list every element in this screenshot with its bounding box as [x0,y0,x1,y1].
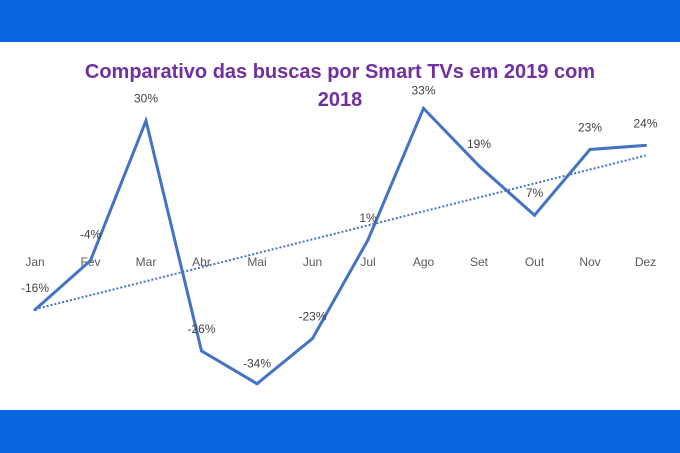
x-tick-label: Nov [579,255,600,269]
data-label: 19% [467,137,491,151]
x-tick-label: Mai [247,255,266,269]
chart-title: Comparativo das buscas por Smart TVs em … [84,61,596,111]
data-label: 7% [526,186,544,200]
series-line [34,105,646,386]
data-label: 30% [134,92,158,106]
data-point [255,382,259,386]
data-point [422,106,425,110]
top-frame-bar [0,0,680,42]
trendline [34,154,646,311]
data-label: 33% [411,83,435,97]
x-tick-label: Abr [192,255,211,269]
x-tick-label: Mar [136,255,157,269]
x-tick-label: Set [470,255,489,269]
data-point [588,147,592,151]
data-label: -4% [80,227,102,241]
data-label: -34% [243,357,271,371]
data-label: 1% [359,211,377,225]
data-point [366,238,370,242]
data-point [200,349,203,353]
x-tick-label: Jan [25,255,44,269]
data-point [89,258,92,262]
data-point [533,213,536,217]
bottom-frame-bar [0,410,680,453]
data-label: -16% [21,281,49,295]
data-label: 23% [578,120,602,134]
data-point [33,308,37,312]
x-tick-label: Out [525,255,545,269]
data-label: 24% [633,116,657,130]
x-tick-label: Jul [360,255,375,269]
data-label: -26% [187,322,215,336]
data-point [311,337,314,341]
data-label: -23% [298,310,326,324]
x-tick-label: Jun [303,255,322,269]
data-point [477,164,481,168]
x-tick-label: Dez [635,255,656,269]
data-point [144,119,148,123]
x-tick-label: Ago [413,255,435,269]
data-point [644,143,647,147]
